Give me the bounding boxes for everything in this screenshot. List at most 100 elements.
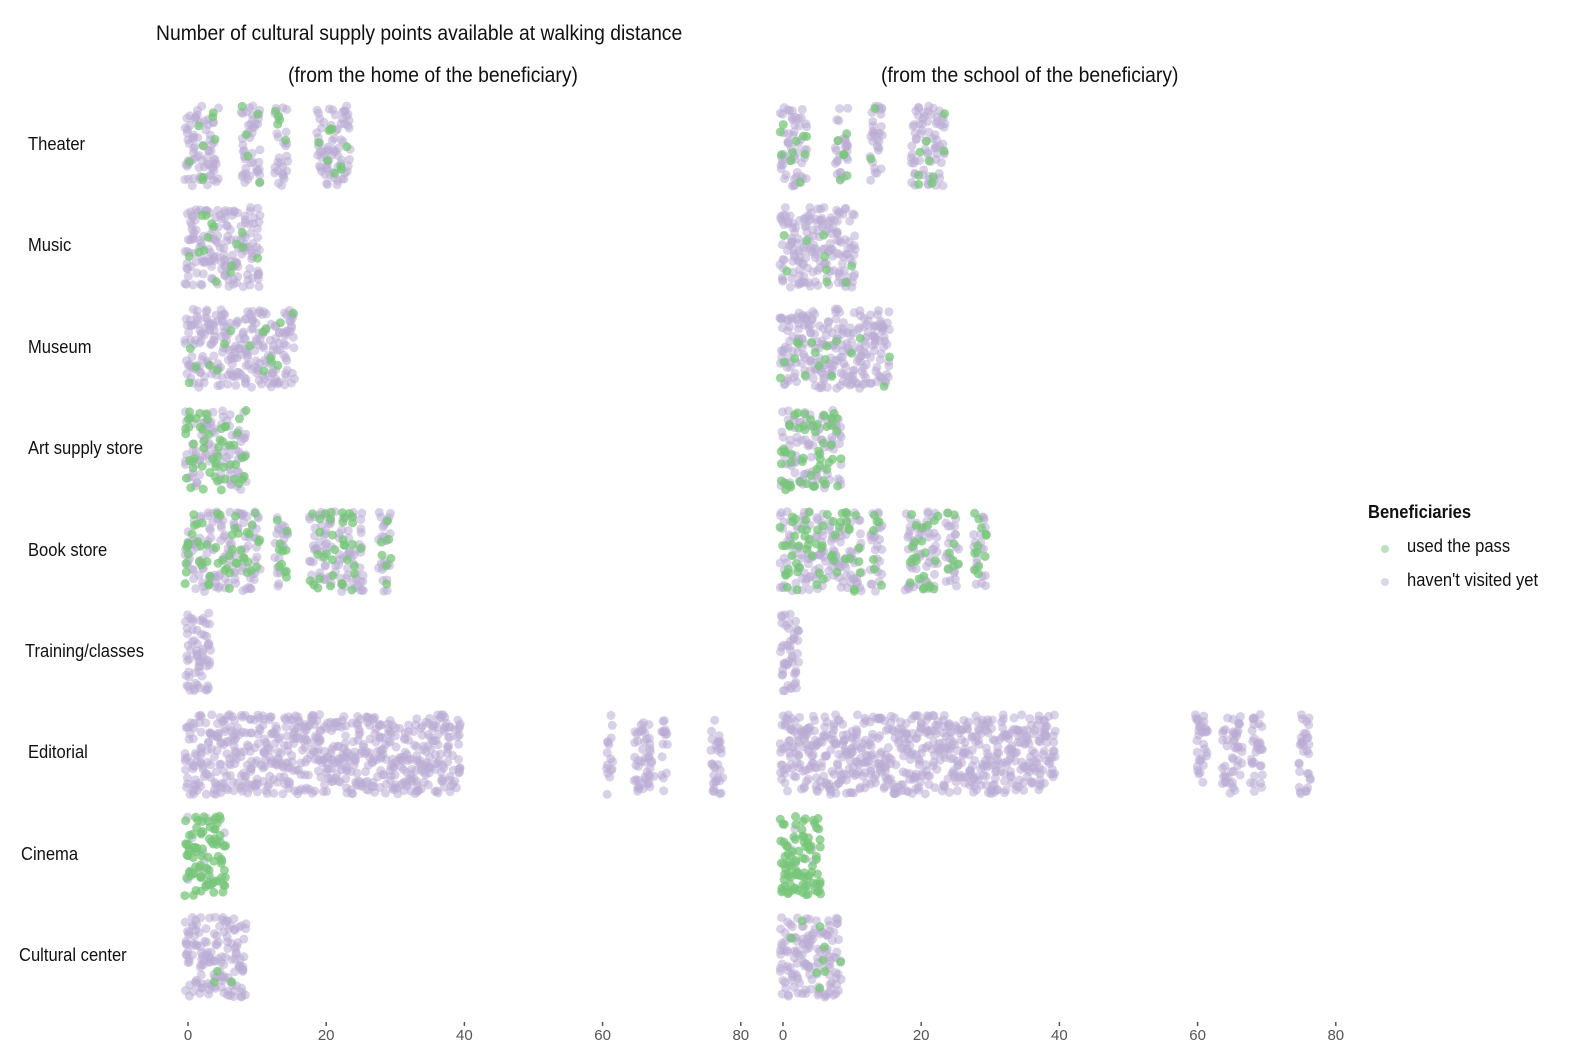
data-point	[292, 732, 302, 742]
data-point	[1049, 737, 1059, 747]
data-point	[813, 814, 823, 824]
data-point	[436, 767, 446, 777]
data-point	[207, 710, 217, 720]
data-point	[795, 759, 805, 769]
data-point	[326, 507, 336, 517]
data-point	[236, 545, 246, 555]
data-point	[199, 436, 209, 446]
data-point	[230, 715, 240, 725]
data-point	[801, 515, 811, 525]
data-point	[237, 965, 247, 975]
data-point	[783, 786, 793, 796]
data-point	[794, 562, 804, 572]
data-point	[251, 334, 261, 344]
data-point	[810, 726, 820, 736]
data-point	[282, 526, 292, 536]
data-point	[245, 584, 255, 594]
data-point	[187, 829, 197, 839]
data-point	[201, 937, 211, 947]
data-point	[833, 155, 843, 165]
data-point	[783, 917, 793, 927]
data-point	[368, 713, 378, 723]
data-point	[313, 583, 323, 593]
data-point	[356, 528, 366, 538]
data-point	[1202, 751, 1212, 761]
data-point	[920, 548, 930, 558]
data-point	[219, 865, 229, 875]
data-point	[353, 735, 363, 745]
data-point	[281, 722, 291, 732]
data-point	[243, 350, 253, 360]
data-point	[831, 145, 841, 155]
data-point	[929, 584, 939, 594]
data-point	[777, 150, 787, 160]
data-point	[649, 771, 659, 781]
data-point	[808, 373, 818, 383]
data-point	[910, 537, 920, 547]
data-point	[201, 924, 211, 934]
data-point	[202, 631, 212, 641]
data-point	[294, 786, 304, 796]
data-point	[187, 181, 197, 191]
data-point	[272, 724, 282, 734]
data-point	[250, 743, 260, 753]
data-point	[336, 164, 346, 174]
data-point	[211, 277, 221, 287]
data-point	[347, 788, 357, 798]
data-point	[279, 740, 289, 750]
data-point	[1012, 747, 1022, 757]
data-point	[778, 819, 788, 829]
category-label: Music	[28, 235, 72, 256]
data-point	[830, 355, 840, 365]
data-point	[308, 509, 318, 519]
data-point	[976, 729, 986, 739]
data-point	[789, 669, 799, 679]
data-point	[357, 508, 367, 518]
data-point	[602, 789, 612, 799]
data-point	[1257, 782, 1267, 792]
data-point	[907, 141, 917, 151]
data-point	[390, 731, 400, 741]
data-point	[272, 129, 282, 139]
data-point	[819, 410, 829, 420]
data-point	[205, 361, 215, 371]
data-point	[842, 171, 852, 181]
data-point	[824, 916, 834, 926]
data-point	[253, 109, 263, 119]
data-point	[787, 273, 797, 283]
data-point	[787, 551, 797, 561]
category-label: Editorial	[28, 742, 88, 763]
data-point	[998, 723, 1008, 733]
data-point	[830, 530, 840, 540]
data-point	[278, 789, 288, 799]
data-point	[334, 776, 344, 786]
data-point	[201, 210, 211, 220]
data-point	[782, 314, 792, 324]
data-point	[204, 989, 214, 999]
data-point	[197, 101, 207, 111]
data-point	[930, 556, 940, 566]
data-point	[786, 449, 796, 459]
data-point	[1000, 776, 1010, 786]
data-point	[795, 177, 805, 187]
data-point	[923, 147, 933, 157]
data-point	[837, 259, 847, 269]
data-point	[812, 968, 822, 978]
data-point	[818, 730, 828, 740]
data-point	[819, 771, 829, 781]
data-point	[227, 544, 237, 554]
data-point	[822, 717, 832, 727]
data-point	[836, 974, 846, 984]
data-point	[321, 163, 331, 173]
data-point	[180, 756, 190, 766]
data-point	[776, 610, 786, 620]
data-point	[795, 477, 805, 487]
data-point	[847, 348, 857, 358]
data-point	[952, 581, 962, 591]
data-point	[1235, 770, 1245, 780]
data-point	[234, 414, 244, 424]
data-point	[820, 967, 830, 977]
data-point	[203, 232, 213, 242]
data-point	[778, 120, 788, 130]
data-point	[950, 574, 960, 584]
